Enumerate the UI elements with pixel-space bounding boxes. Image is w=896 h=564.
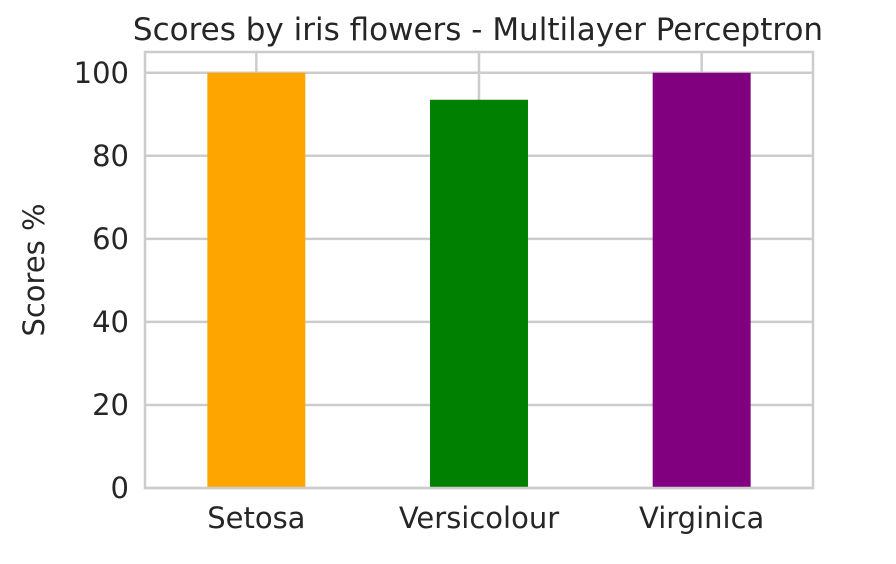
bar-versicolour: [430, 99, 528, 488]
y-tick-label: 100: [74, 56, 129, 90]
y-tick-label: 20: [92, 388, 129, 422]
y-tick-label: 80: [92, 139, 129, 173]
bars: [207, 72, 751, 488]
plot-frame: [143, 50, 815, 490]
x-tick-label: Virginica: [639, 501, 764, 535]
bar-virginica: [652, 72, 751, 488]
y-tick-label: 0: [111, 471, 129, 505]
x-tick-label: Setosa: [207, 501, 305, 535]
y-axis-label: Scores %: [17, 203, 51, 336]
y-tick-label: 60: [92, 222, 129, 256]
chart-title: Scores by iris flowers - Multilayer Perc…: [133, 12, 823, 48]
tick-labels: 0 20 40 60 80 100 Setosa Versicolour Virginica: [74, 56, 765, 535]
y-tick-label: 40: [92, 305, 129, 339]
x-tick-label: Versicolour: [399, 501, 559, 535]
bar-setosa: [207, 72, 306, 488]
